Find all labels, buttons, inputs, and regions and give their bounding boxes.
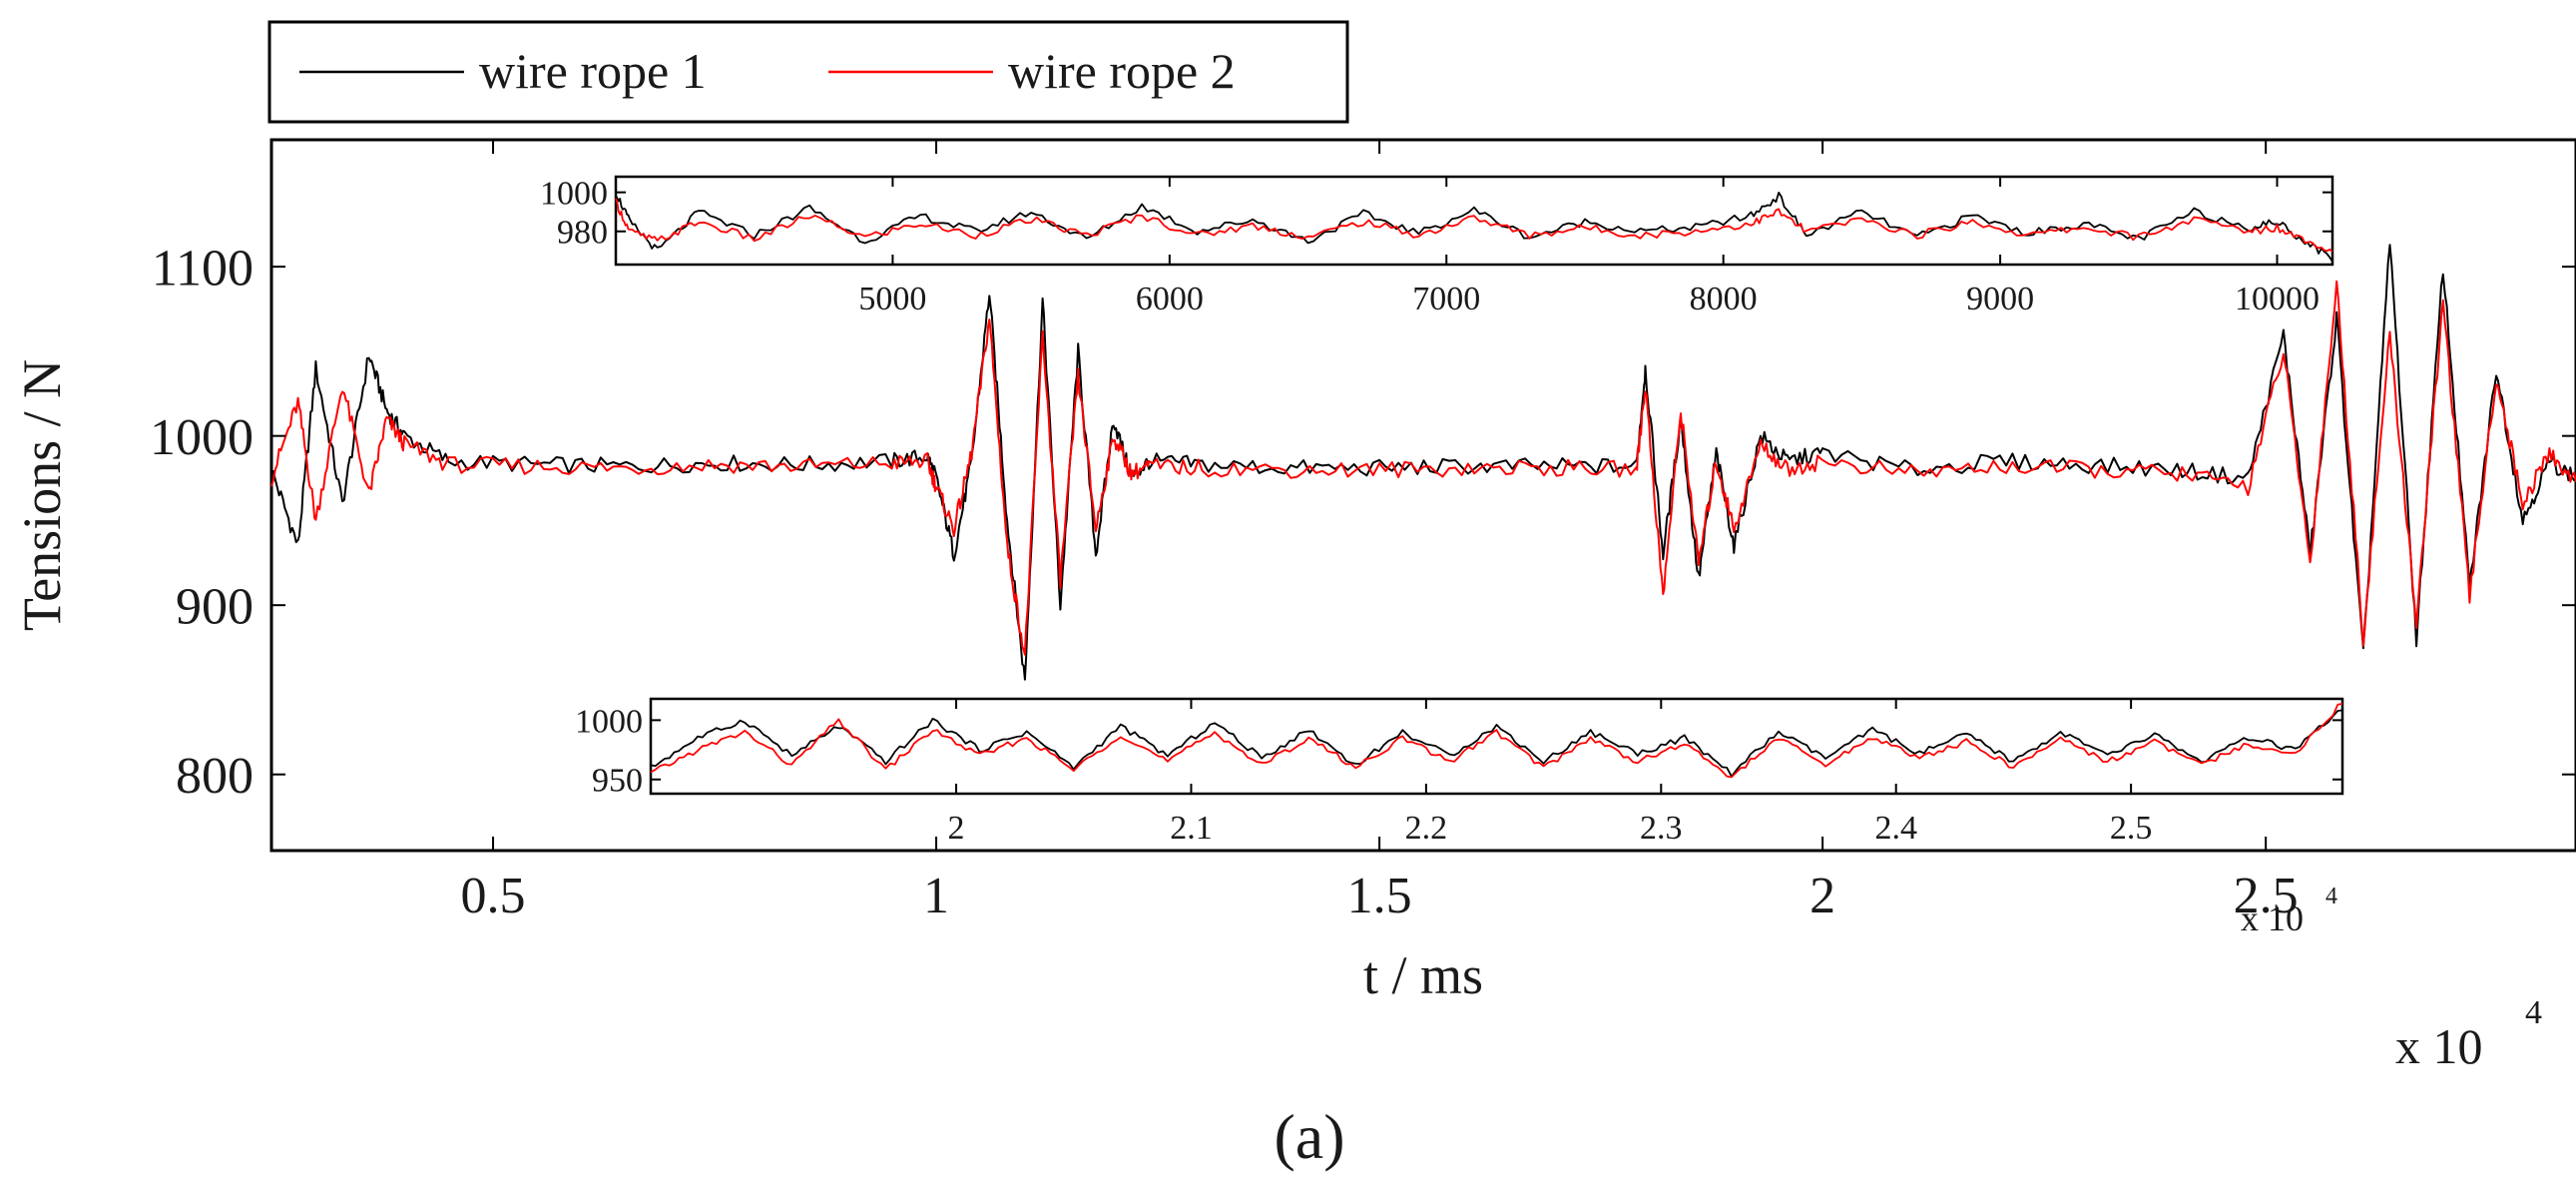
- inset-top-x-tick-label: 7000: [1412, 281, 1480, 317]
- inset-bottom-multiplier-base: x 10: [2241, 898, 2304, 938]
- inset-bottom-x-tick-label: 2.4: [1874, 810, 1917, 847]
- main-y-tick-label: 900: [176, 578, 254, 635]
- inset-top-x-tick-label: 8000: [1690, 281, 1758, 317]
- inset-bottom: 2 2.1 2.2 2.3 2.4 2.5 950 1000 x 10 4: [575, 697, 2344, 938]
- x-axis-title: t / ms: [1363, 945, 1483, 1005]
- main-y-tick-label: 800: [176, 748, 254, 805]
- inset-bottom-x-tick-label: 2.2: [1405, 810, 1448, 847]
- legend-label-series-2: wire rope 2: [1008, 43, 1236, 99]
- inset-top-x-tick-label: 5000: [858, 281, 926, 317]
- main-x-tick-label: 1: [923, 868, 949, 924]
- main-y-tick-label: 1100: [152, 240, 254, 297]
- inset-top-frame: [614, 175, 2334, 267]
- inset-top-line-series-2: [615, 198, 2333, 253]
- inset-bottom-y-tick-label: 1000: [575, 703, 643, 740]
- inset-bottom-x-tick-label: 2.5: [2110, 810, 2153, 847]
- inset-bottom-frame: [649, 697, 2344, 796]
- main-x-tick-label: 2.5: [2234, 868, 2299, 924]
- inset-bottom-x-tick-label: 2.3: [1640, 810, 1683, 847]
- main-series-group: [270, 244, 2576, 681]
- main-axis-ticks: 0.5 1 1.5 2 2.5 800 900 1000 1100: [150, 140, 2576, 924]
- inset-bottom-x-tick-label: 2: [948, 810, 965, 847]
- main-y-tick-label: 1000: [150, 409, 254, 466]
- inset-bottom-x-multiplier: x 10 4: [2241, 884, 2337, 938]
- legend-label-series-1: wire rope 1: [479, 43, 707, 99]
- inset-bottom-y-tick-label: 950: [592, 763, 643, 800]
- inset-bottom-x-tick-label: 2.1: [1170, 810, 1213, 847]
- inset-top-series-group: [615, 192, 2333, 263]
- inset-top-y-tick-label: 1000: [540, 176, 608, 213]
- legend: wire rope 1 wire rope 2: [267, 20, 1349, 124]
- inset-bottom-line-series-2: [650, 703, 2343, 779]
- inset-bottom-axis-ticks: 2 2.1 2.2 2.3 2.4 2.5 950 1000: [575, 699, 2342, 847]
- y-axis-title: Tensions / N: [12, 359, 72, 631]
- x-axis-multiplier: x 10 4: [2395, 994, 2542, 1074]
- inset-bottom-line-series-1: [650, 709, 2343, 778]
- inset-top-x-tick-label: 6000: [1136, 281, 1204, 317]
- figure-label: (a): [1274, 1101, 1344, 1172]
- inset-top-y-tick-label: 980: [557, 215, 608, 252]
- inset-top-x-tick-label: 9000: [1966, 281, 2034, 317]
- main-x-tick-label: 1.5: [1347, 868, 1412, 924]
- x-axis-multiplier-base: x 10: [2395, 1018, 2483, 1074]
- main-line-series-2: [270, 280, 2576, 656]
- inset-bottom-series-group: [650, 703, 2343, 779]
- x-axis-multiplier-exponent: 4: [2525, 994, 2542, 1031]
- main-x-tick-label: 0.5: [461, 868, 526, 924]
- inset-bottom-multiplier-exponent: 4: [2325, 884, 2337, 909]
- main-x-tick-label: 2: [1809, 868, 1835, 924]
- inset-top-x-tick-label: 10000: [2235, 281, 2319, 317]
